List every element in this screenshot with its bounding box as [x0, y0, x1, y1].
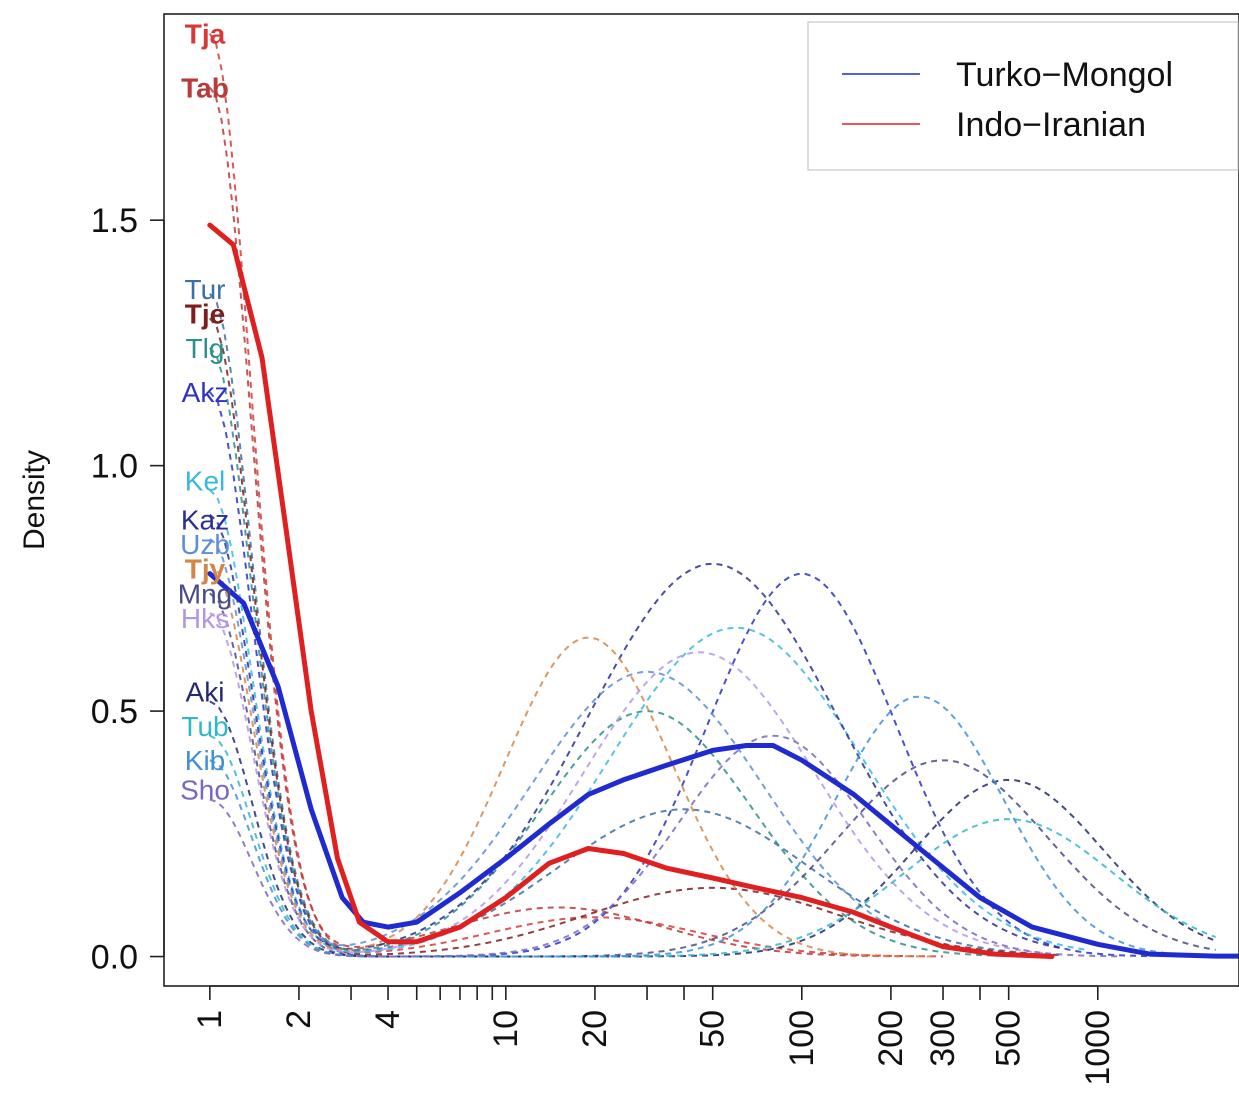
- curve-kib: [209, 695, 1216, 958]
- curve-tjy: [209, 562, 937, 958]
- population-label-kib: Kib: [185, 745, 225, 776]
- population-label-tab: Tab: [181, 73, 229, 104]
- population-label-akz: Akz: [182, 377, 229, 408]
- curve-uzb: [209, 538, 996, 955]
- x-tick-label-200: 200: [872, 1010, 910, 1067]
- population-label-tja: Tja: [185, 19, 226, 50]
- population-label-tlg: Tlg: [186, 333, 225, 364]
- x-tick-label-1: 1: [191, 1010, 229, 1029]
- curve-tje: [209, 317, 1061, 957]
- x-tick-label-2: 2: [280, 1010, 318, 1029]
- population-label-tub: Tub: [181, 711, 228, 742]
- population-curves: [208, 33, 1216, 958]
- population-label-aki: Aki: [186, 676, 225, 707]
- x-tick-label-100: 100: [783, 1010, 821, 1067]
- curve-akz: [209, 391, 1150, 958]
- x-tick-label-300: 300: [924, 1010, 962, 1067]
- curve-tub: [209, 734, 1216, 958]
- x-tick-label-4: 4: [369, 1010, 407, 1029]
- x-tick-label-10: 10: [487, 1010, 525, 1048]
- curve-sho: [209, 734, 1122, 958]
- x-tick-label-1000: 1000: [1079, 1010, 1117, 1086]
- population-label-kaz: Kaz: [181, 505, 229, 536]
- y-axis-label: Density: [18, 450, 51, 550]
- y-axis: 0.0 0.5 1.0 1.5: [91, 202, 165, 977]
- y-tick-label-1.5: 1.5: [91, 202, 138, 240]
- population-label-sho: Sho: [180, 775, 230, 806]
- legend: Turko−Mongol Indo−Iranian: [807, 21, 1239, 171]
- x-axis: 1 2 4 10 20 50 100 200 300 500 1000: [191, 985, 1117, 1086]
- population-label-hks: Hks: [181, 603, 229, 634]
- population-label-tjy: Tjy: [185, 554, 226, 585]
- series-turko-mongol: [207, 571, 1239, 959]
- x-tick-label-500: 500: [990, 1010, 1028, 1067]
- curve-kel: [209, 489, 1085, 954]
- curve-aki: [209, 700, 1216, 958]
- x-tick-label-50: 50: [694, 1010, 732, 1048]
- population-label-tje: Tje: [185, 298, 225, 329]
- y-tick-label-0.5: 0.5: [91, 693, 138, 731]
- curve-hks: [209, 612, 1048, 955]
- group-series: [207, 222, 1239, 959]
- y-tick-label-0.0: 0.0: [91, 939, 138, 977]
- legend-box: [807, 21, 1239, 171]
- curve-tab: [208, 86, 907, 958]
- population-label-tur: Tur: [185, 274, 226, 305]
- population-label-uzb: Uzb: [180, 529, 230, 560]
- population-label-mng: Mng: [178, 578, 232, 609]
- curve-tja: [208, 33, 943, 958]
- y-tick-label-1.0: 1.0: [91, 448, 138, 486]
- x-tick-label-20: 20: [576, 1010, 614, 1048]
- legend-label-indo-iranian: Indo−Iranian: [956, 106, 1146, 144]
- legend-label-turko-mongol: Turko−Mongol: [956, 56, 1173, 94]
- population-label-kel: Kel: [185, 465, 225, 496]
- series-indo-iranian: [207, 222, 1055, 959]
